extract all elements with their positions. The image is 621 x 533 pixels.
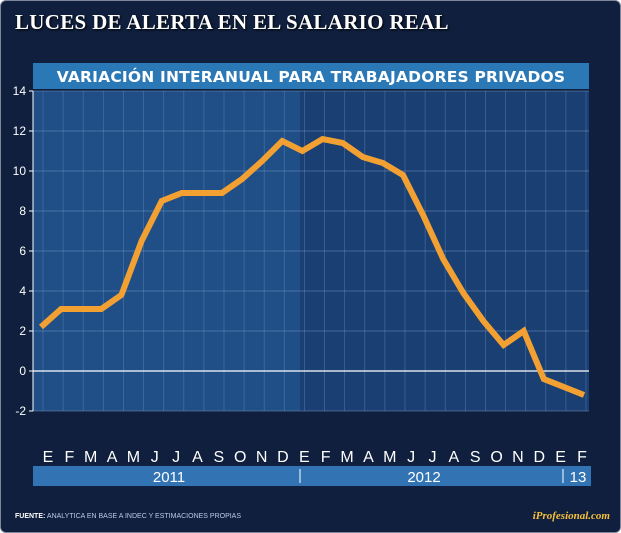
y-tick-label: 0 [19, 364, 26, 378]
x-tick-label: D [533, 449, 545, 466]
x-tick-label: J [172, 449, 180, 466]
year-label: 2011 [153, 469, 185, 486]
x-tick-label: J [407, 449, 415, 466]
x-tick-label: J [428, 449, 436, 466]
year-bar: 2011 2012 13 [33, 466, 591, 486]
x-tick-label: F [321, 449, 331, 466]
y-tick-label: 12 [13, 124, 27, 138]
grid [33, 90, 589, 412]
x-tick-label: E [555, 449, 566, 466]
source-note: FUENTE: ANALYTICA EN BASE A INDEC Y ESTI… [15, 513, 241, 520]
x-tick-label: N [256, 449, 268, 466]
y-axis: 14 12 10 8 6 4 2 0 -2 [13, 84, 34, 418]
x-tick-label: E [299, 449, 310, 466]
y-tick-label: -2 [15, 404, 26, 418]
y-tick-label: 14 [13, 84, 27, 98]
x-tick-label: A [363, 449, 374, 466]
x-tick-label: A [449, 449, 460, 466]
x-tick-label: A [192, 449, 203, 466]
x-tick-label: J [151, 449, 159, 466]
x-tick-label: O [490, 449, 502, 466]
x-tick-label: F [577, 449, 587, 466]
y-tick-label: 10 [13, 164, 27, 178]
source-text: ANALYTICA EN BASE A INDEC Y ESTIMACIONES… [46, 513, 242, 520]
series-line [38, 135, 586, 398]
y-tick-label: 8 [19, 204, 26, 218]
series-line-path [38, 135, 586, 398]
x-tick-label: O [234, 449, 246, 466]
x-tick-label: A [107, 449, 118, 466]
source-label: FUENTE: [15, 513, 46, 520]
y-tick-label: 4 [19, 284, 26, 298]
x-tick-label: M [383, 449, 396, 466]
brand-logo: iProfesional.com [532, 510, 610, 522]
subtitle-bar: VARIACIÓN INTERANUAL PARA TRABAJADORES P… [33, 63, 589, 89]
x-tick-label: D [277, 449, 289, 466]
year-label: 2012 [407, 469, 440, 486]
x-tick-label: F [64, 449, 74, 466]
y-tick-label: 2 [19, 324, 26, 338]
chart-subtitle: VARIACIÓN INTERANUAL PARA TRABAJADORES P… [57, 67, 566, 86]
year-label: 13 [570, 469, 587, 486]
subtitle-background [33, 63, 589, 89]
year-bar-background [33, 466, 591, 486]
y-tick-label: 6 [19, 244, 26, 258]
x-tick-label: S [470, 449, 481, 466]
x-tick-label: M [127, 449, 140, 466]
page-title: LUCES DE ALERTA EN EL SALARIO REAL [15, 10, 449, 34]
x-tick-label: E [43, 449, 54, 466]
x-tick-label: N [512, 449, 524, 466]
x-tick-label: M [340, 449, 353, 466]
x-tick-label: S [214, 449, 225, 466]
x-tick-label: M [84, 449, 97, 466]
